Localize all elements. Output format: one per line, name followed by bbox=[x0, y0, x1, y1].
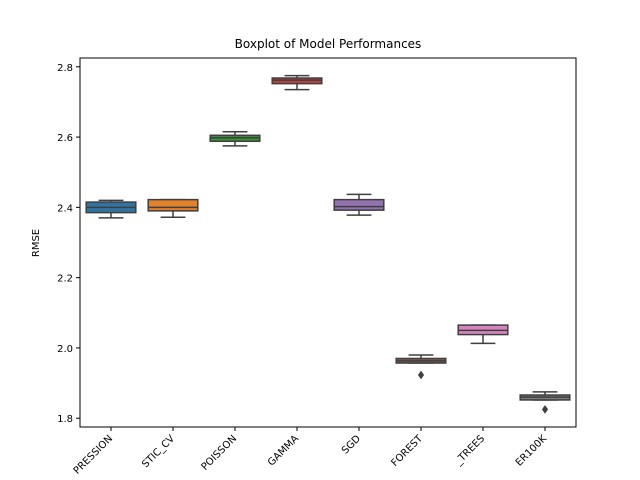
y-tick-label: 1.8 bbox=[57, 414, 73, 425]
box--trees bbox=[457, 324, 509, 345]
y-tick-label: 2.8 bbox=[57, 63, 73, 74]
outlier-point bbox=[417, 370, 425, 380]
box-body bbox=[147, 198, 199, 212]
box-pression bbox=[85, 199, 137, 219]
box-er100k bbox=[519, 391, 571, 414]
chart-title: Boxplot of Model Performances bbox=[235, 37, 422, 51]
y-axis-label: RMSE bbox=[31, 229, 42, 257]
y-tick-label: 2.4 bbox=[57, 203, 73, 214]
box-body bbox=[333, 198, 385, 211]
box-gamma bbox=[271, 74, 323, 91]
plot-frame bbox=[79, 57, 577, 428]
y-tick-label: 2.2 bbox=[57, 274, 73, 285]
y-tick-label: 2.6 bbox=[57, 133, 73, 144]
box-sgd bbox=[333, 193, 385, 216]
y-tick-label: 2.0 bbox=[57, 344, 73, 355]
box-poisson bbox=[209, 131, 261, 147]
outlier-point bbox=[541, 404, 549, 414]
box-forest bbox=[395, 354, 447, 380]
box-stic-cv bbox=[147, 198, 199, 218]
